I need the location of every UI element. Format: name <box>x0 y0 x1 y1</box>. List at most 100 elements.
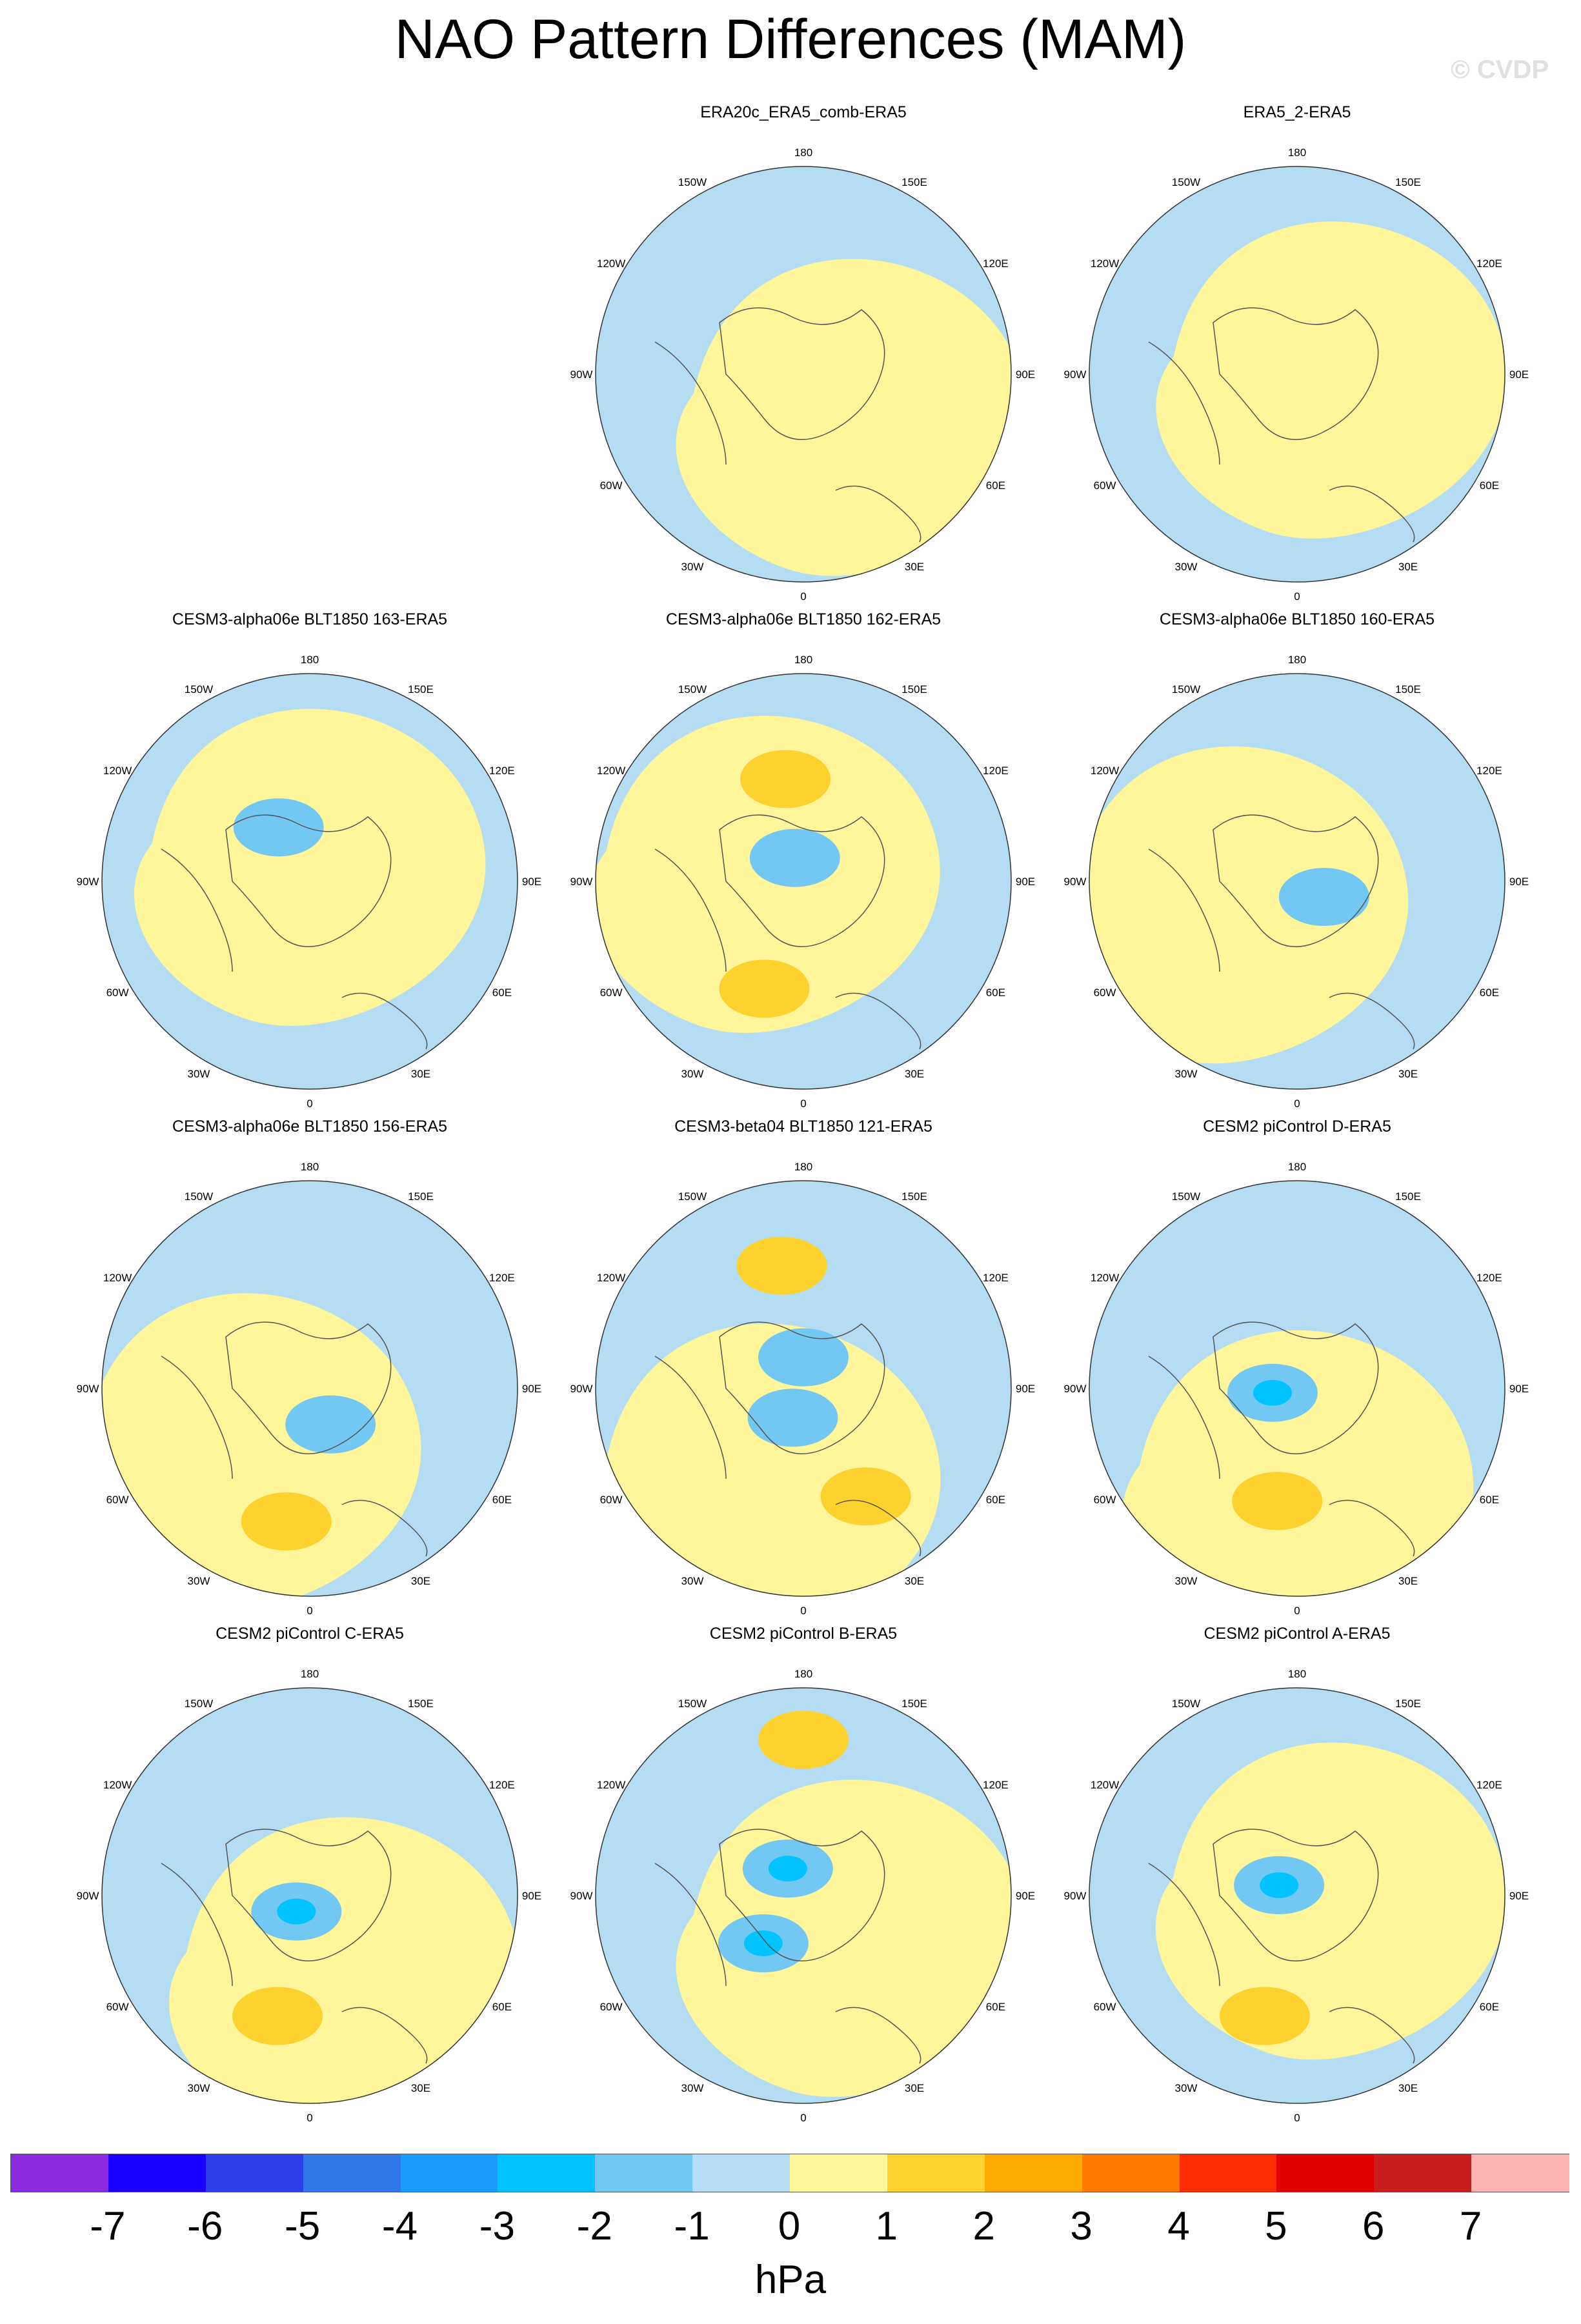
map-boundary <box>101 1687 518 2104</box>
coastline <box>1148 307 1415 543</box>
colorbar-tick-label: 0 <box>778 2204 801 2249</box>
longitude-label: 30E <box>1398 1068 1418 1080</box>
longitude-label: 120E <box>489 765 515 777</box>
longitude-label: 60E <box>1480 2001 1499 2013</box>
longitude-label: 120W <box>597 765 625 777</box>
longitude-label: 90E <box>1509 368 1529 381</box>
colorbar-box <box>108 2154 206 2192</box>
map-panel: CESM2 piControl B-ERA5 180 150E 120E 90E 60E 3… <box>558 1625 1049 2124</box>
longitude-label: 150W <box>1172 1698 1200 1710</box>
map-panel: CESM2 piControl C-ERA5 180 150E 120E 90E 60E 3… <box>65 1625 555 2124</box>
map-boundary <box>595 673 1012 1090</box>
longitude-label: 30W <box>681 561 704 573</box>
longitude-label: 150W <box>185 683 213 696</box>
longitude-label: 180 <box>301 1668 319 1680</box>
longitude-label: 60E <box>986 987 1005 999</box>
longitude-label: 0 <box>800 1605 806 1617</box>
high-anomaly-center <box>820 1467 911 1526</box>
panel-title: ERA20c_ERA5_comb-ERA5 <box>700 103 907 121</box>
longitude-label: 60E <box>1480 1494 1499 1506</box>
positive-field-region <box>1156 221 1505 539</box>
longitude-label: 90E <box>1509 1890 1529 1902</box>
longitude-label: 150W <box>678 683 707 696</box>
positive-field-region <box>134 708 486 1027</box>
colorbar-tick-label: 4 <box>1167 2204 1190 2249</box>
positive-field-region <box>1156 1742 1505 2060</box>
longitude-label: 90E <box>1509 876 1529 888</box>
longitude-label: 180 <box>301 1161 319 1173</box>
panel-title: CESM2 piControl A-ERA5 <box>1203 1625 1391 1643</box>
longitude-label: 60W <box>106 987 129 999</box>
colorbar <box>10 2154 1569 2192</box>
positive-field-region <box>169 1817 518 2103</box>
longitude-label: 150W <box>185 1190 213 1203</box>
longitude-label: 90W <box>1064 876 1087 888</box>
longitude-label: 150W <box>1172 683 1200 696</box>
coastline <box>161 1321 428 1557</box>
low-anomaly-center <box>749 828 840 887</box>
longitude-label: 60E <box>492 2001 512 2013</box>
longitude-label: 120W <box>103 765 132 777</box>
map-boundary <box>1089 673 1505 1090</box>
longitude-label: 90E <box>1016 1890 1035 1902</box>
longitude-label: 120W <box>103 1272 132 1284</box>
panel-title: CESM3-beta04 BLT1850 121-ERA5 <box>674 1117 932 1136</box>
map-panel: ERA20c_ERA5_comb-ERA5 180 150E 120E 90E 60E 30… <box>558 103 1049 603</box>
panel-title: CESM3-alpha06e BLT1850 163-ERA5 <box>172 610 448 628</box>
longitude-label: 0 <box>1294 2112 1300 2124</box>
longitude-label: 30W <box>1175 1068 1198 1080</box>
longitude-label: 30E <box>905 2082 924 2094</box>
colorbar-tick-label: -7 <box>90 2204 126 2249</box>
panel-title: CESM2 piControl B-ERA5 <box>709 1625 898 1643</box>
longitude-label: 60W <box>1094 479 1116 492</box>
longitude-label: 30E <box>1398 1575 1418 1587</box>
low-anomaly-center <box>233 798 324 857</box>
longitude-label: 30W <box>188 2082 210 2094</box>
longitude-label: 150W <box>1172 176 1200 188</box>
longitude-label: 30E <box>411 1575 430 1587</box>
longitude-label: 120W <box>597 1779 625 1791</box>
colorbar-box <box>1082 2154 1180 2192</box>
panel-title: ERA5_2-ERA5 <box>1243 103 1351 121</box>
longitude-label: 120E <box>1476 1272 1502 1284</box>
longitude-label: 120E <box>983 1779 1009 1791</box>
longitude-label: 0 <box>307 1605 312 1617</box>
longitude-label: 60E <box>1480 987 1499 999</box>
map-panel: ERA5_2-ERA5 180 150E 120E 90E 60E 30E 0 30W 60W 90… <box>1052 103 1542 603</box>
colorbar-box <box>303 2154 401 2192</box>
longitude-label: 120W <box>597 1272 625 1284</box>
longitude-label: 0 <box>1294 590 1300 603</box>
longitude-label: 0 <box>307 2112 312 2124</box>
colorbar-tick-label: -2 <box>576 2204 612 2249</box>
colorbar-box <box>400 2154 498 2192</box>
low-anomaly-center-core <box>1253 1379 1292 1406</box>
longitude-label: 90E <box>522 1383 541 1395</box>
longitude-label: 120E <box>983 765 1009 777</box>
longitude-label: 180 <box>1288 1161 1306 1173</box>
longitude-label: 90W <box>77 876 99 888</box>
longitude-label: 150E <box>1395 1698 1421 1710</box>
cvdp-watermark: © CVDP <box>1451 55 1549 84</box>
longitude-label: 60E <box>986 479 1005 492</box>
longitude-label: 120E <box>1476 257 1502 270</box>
low-anomaly-center <box>1278 868 1369 927</box>
longitude-label: 30W <box>681 1575 704 1587</box>
longitude-label: 150E <box>1395 683 1421 696</box>
longitude-label: 150E <box>1395 1190 1421 1203</box>
longitude-label: 60E <box>986 1494 1005 1506</box>
colorbar-tick-label: 5 <box>1265 2204 1287 2249</box>
longitude-label: 150W <box>185 1698 213 1710</box>
longitude-label: 90E <box>522 876 541 888</box>
longitude-label: 60W <box>1094 987 1116 999</box>
longitude-label: 30W <box>1175 1575 1198 1587</box>
longitude-label: 180 <box>1288 654 1306 666</box>
polar-map: 180 150E 120E 90E 60E 30E 0 30W 60W 90W 120W 150W <box>77 1668 542 2124</box>
longitude-label: 90E <box>1016 1383 1035 1395</box>
polar-map: 180 150E 120E 90E 60E 30E 0 30W 60W 90W 120W 150W <box>77 1161 542 1617</box>
longitude-label: 0 <box>307 1097 312 1110</box>
low-anomaly-center <box>747 1388 838 1447</box>
map-boundary <box>1089 1180 1505 1597</box>
panel-title: CESM2 piControl D-ERA5 <box>1203 1117 1391 1136</box>
longitude-label: 30W <box>188 1575 210 1587</box>
longitude-label: 180 <box>794 1668 812 1680</box>
